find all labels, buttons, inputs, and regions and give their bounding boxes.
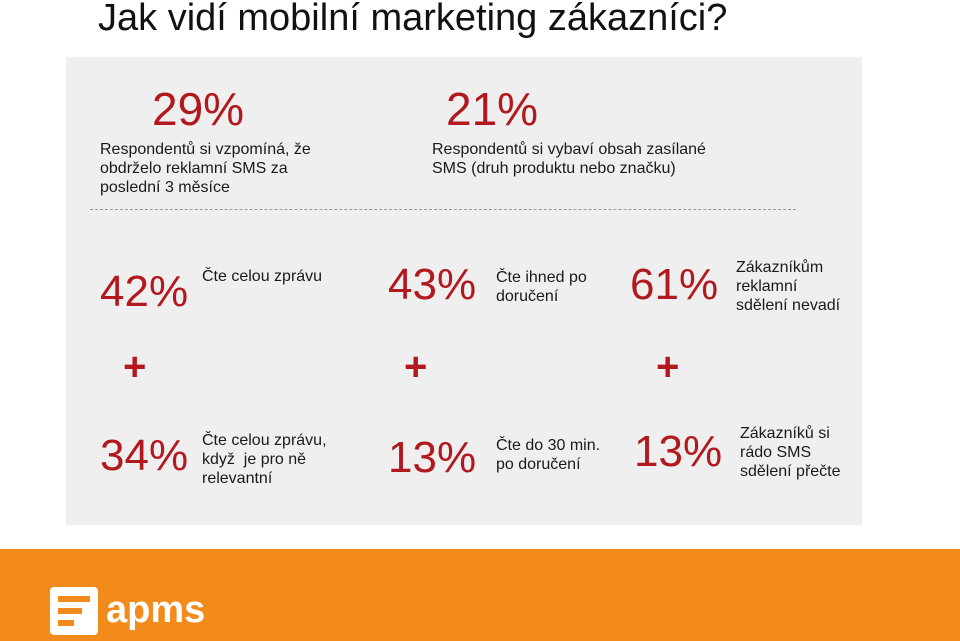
stat-desc-recall-sms: Respondentů si vzpomíná, že obdrželo rek… (100, 140, 360, 197)
desc-line: rádo SMS (740, 444, 812, 461)
desc-line: Respondentů si vybaví obsah zasílané (432, 141, 706, 158)
apms-logo-text: apms (106, 589, 206, 631)
content-panel (66, 57, 862, 525)
desc-line: Čte ihned po (496, 269, 587, 286)
apms-logo-icon (50, 587, 98, 635)
plus-sign: + (404, 345, 428, 389)
stat-value-reads-whole: 42% (100, 267, 189, 316)
desc-line: po doručení (496, 456, 581, 473)
stat-value-recall-sms: 29% (152, 83, 245, 135)
desc-line: Zákazníkům (736, 259, 824, 276)
stat-value-reads-immediately: 43% (388, 260, 477, 309)
slide-title: Jak vidí mobilní marketing zákazníci? (98, 0, 728, 39)
stat-value-likes-sms: 13% (634, 427, 723, 476)
desc-line: reklamní (736, 278, 798, 295)
desc-line: Čte celou zprávu (202, 268, 323, 285)
desc-line: sdělení přečte (740, 463, 841, 480)
stat-value-reads-30min: 13% (388, 433, 477, 482)
plus-sign: + (123, 345, 147, 389)
footer-bar (0, 549, 960, 641)
stat-desc-reads-whole: Čte celou zprávu (202, 267, 372, 286)
stat-desc-reads-relevant: Čte celou zprávu, když je pro ně relevan… (202, 431, 372, 488)
desc-line: když je pro ně (202, 451, 307, 468)
stat-value-recall-content: 21% (446, 83, 539, 135)
desc-line: Zákazníků si (740, 425, 830, 442)
plus-sign: + (656, 345, 680, 389)
desc-line: doručení (496, 288, 559, 305)
stat-desc-reads-immediately: Čte ihned po doručení (496, 268, 626, 306)
desc-line: relevantní (202, 470, 273, 487)
dashed-divider (90, 209, 796, 210)
desc-line: sdělení nevadí (736, 297, 841, 314)
stat-desc-ads-ok: Zákazníkům reklamní sdělení nevadí (736, 258, 866, 315)
desc-line: SMS (druh produktu nebo značku) (432, 160, 676, 177)
desc-line: Čte celou zprávu, (202, 432, 327, 449)
desc-line: Čte do 30 min. (496, 437, 601, 454)
stat-value-reads-relevant: 34% (100, 431, 189, 480)
desc-line: Respondentů si vzpomíná, že (100, 141, 311, 158)
stat-value-ads-ok: 61% (630, 260, 719, 309)
stat-desc-recall-content: Respondentů si vybaví obsah zasílané SMS… (432, 140, 772, 178)
desc-line: obdrželo reklamní SMS za (100, 160, 288, 177)
stat-desc-likes-sms: Zákazníků si rádo SMS sdělení přečte (740, 424, 870, 481)
desc-line: poslední 3 měsíce (100, 179, 230, 196)
stat-desc-reads-30min: Čte do 30 min. po doručení (496, 436, 626, 474)
